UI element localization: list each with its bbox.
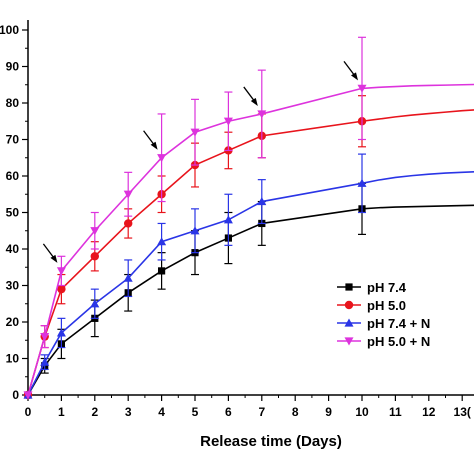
y-tick-label: 50 [6, 206, 20, 220]
marker-triangle-up [357, 178, 367, 187]
x-axis-title: Release time (Days) [200, 433, 342, 450]
marker-circle [124, 219, 133, 228]
marker-triangle-down [157, 154, 167, 163]
x-tick-label: 1 [58, 405, 65, 419]
series-tail-line [361, 204, 474, 210]
x-tick-label: 6 [225, 405, 232, 419]
marker-triangle-up [223, 215, 233, 224]
chart-axes [27, 20, 474, 396]
y-tick-label: 100 [0, 23, 19, 37]
marker-circle [90, 252, 100, 261]
marker-square [345, 283, 353, 291]
legend-item: pH 7.4 [337, 280, 407, 295]
marker-triangle-down [357, 84, 367, 93]
series-tail-line [361, 83, 474, 90]
marker-triangle-down [90, 227, 100, 236]
x-tick-label: 9 [325, 405, 332, 419]
series-line [27, 87, 363, 396]
arrow-annotation [42, 243, 58, 263]
y-tick-label: 40 [6, 242, 20, 256]
series-tail-line [361, 171, 474, 185]
x-tick-label: 3 [125, 405, 132, 419]
x-tick-label: 12 [422, 405, 436, 419]
marker-triangle-down [56, 267, 66, 276]
legend-label: pH 7.4 + N [367, 316, 430, 331]
marker-circle [57, 284, 66, 294]
marker-triangle-up [190, 226, 200, 235]
marker-triangle-up [157, 237, 167, 246]
y-tick-label: 0 [12, 388, 19, 402]
legend-label: pH 5.0 [367, 298, 406, 313]
marker-triangle-up [56, 328, 66, 337]
annotation-arrows [42, 61, 358, 263]
series-4 [23, 36, 474, 400]
legend-label: pH 5.0 + N [367, 334, 430, 349]
series-tail-line [361, 109, 474, 123]
arrow-head [150, 141, 158, 150]
marker-triangle-up [344, 318, 354, 327]
marker-triangle-down [344, 337, 354, 346]
legend-label: pH 7.4 [367, 280, 407, 295]
x-tick-label: 11 [389, 405, 402, 419]
y-tick-label: 70 [6, 133, 20, 147]
legend-item: pH 7.4 + N [337, 316, 430, 331]
arrow-head [50, 254, 58, 263]
marker-triangle-down [223, 117, 233, 126]
plot-area [23, 36, 474, 400]
y-tick-label: 90 [6, 60, 20, 74]
x-tick-label: 4 [158, 405, 165, 419]
x-tick-label: 2 [91, 405, 98, 419]
arrow-head [351, 72, 358, 81]
marker-triangle-up [123, 273, 133, 282]
arrow-head [250, 97, 258, 106]
x-tick-label: 13( [454, 405, 471, 419]
x-tick-label: 7 [258, 405, 265, 419]
marker-triangle-down [40, 333, 50, 342]
x-axis-ticks: 0 1 2 3 4 5 6 7 8 9 10 11 12 13( [25, 395, 471, 419]
x-tick-label: 10 [355, 405, 369, 419]
marker-square [158, 267, 166, 275]
x-tick-label: 8 [292, 405, 299, 419]
series-1 [24, 182, 474, 399]
marker-triangle-up [90, 299, 100, 308]
arrow-annotation [343, 61, 358, 81]
series-2 [23, 95, 474, 400]
x-tick-label: 5 [192, 405, 199, 419]
x-tick-label: 0 [25, 405, 32, 419]
series-line [27, 120, 363, 396]
series-line [27, 182, 363, 396]
y-tick-label: 20 [6, 315, 20, 329]
y-axis-ticks: 0 10 20 30 40 50 60 70 80 90 100 [0, 23, 28, 402]
series-line [27, 208, 363, 396]
y-tick-label: 80 [6, 96, 20, 110]
legend-item: pH 5.0 + N [337, 334, 430, 349]
marker-triangle-down [123, 190, 133, 199]
marker-triangle-down [190, 128, 200, 137]
series-3 [23, 153, 474, 399]
arrow-annotation [243, 86, 258, 106]
marker-circle [344, 300, 354, 310]
arrow-annotation [143, 130, 158, 150]
y-tick-label: 30 [6, 279, 20, 293]
marker-triangle-up [257, 197, 267, 206]
marker-triangle-down [257, 110, 267, 119]
y-tick-label: 10 [6, 352, 20, 366]
y-tick-label: 60 [6, 169, 20, 183]
chart-legend: pH 7.4 pH 5.0 pH 7.4 + N pH 5.0 + N [337, 280, 430, 349]
marker-triangle-down [23, 391, 33, 400]
legend-item: pH 5.0 [337, 298, 406, 313]
marker-triangle-up [40, 357, 50, 366]
